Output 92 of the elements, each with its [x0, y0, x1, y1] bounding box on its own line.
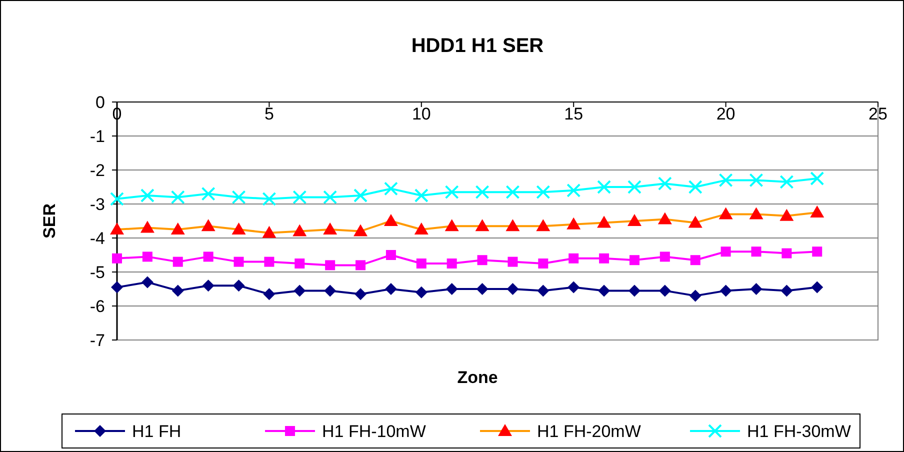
- y-tick-label: -5: [90, 262, 105, 282]
- point: [568, 253, 579, 264]
- point: [294, 284, 306, 297]
- x-tick-label: 20: [716, 104, 736, 124]
- point: [718, 173, 733, 188]
- point: [475, 185, 490, 200]
- point: [599, 253, 610, 264]
- point: [414, 188, 428, 202]
- point: [660, 252, 670, 262]
- x-tick-label: 25: [868, 104, 888, 124]
- y-tick-label: -4: [90, 228, 105, 248]
- point: [292, 190, 307, 204]
- point: [202, 280, 214, 292]
- point: [112, 253, 122, 264]
- point: [689, 290, 702, 302]
- point: [782, 248, 792, 258]
- x-tick-label: 15: [564, 104, 584, 124]
- point: [172, 256, 183, 267]
- chart-title: HDD1 H1 SER: [411, 35, 544, 57]
- point: [658, 284, 671, 297]
- point: [536, 185, 550, 200]
- point: [751, 246, 762, 257]
- legend-label: H1 FH-30mW: [747, 422, 851, 441]
- y-tick-label: -1: [90, 126, 105, 146]
- point: [508, 256, 518, 267]
- x-axis-title: Zone: [457, 368, 498, 387]
- y-tick-label: 0: [96, 92, 105, 112]
- point: [110, 192, 124, 206]
- point: [658, 176, 672, 191]
- point: [811, 281, 824, 294]
- point: [172, 284, 184, 297]
- point: [234, 256, 244, 267]
- point: [203, 252, 214, 262]
- point: [354, 288, 367, 300]
- point: [386, 250, 396, 260]
- point: [477, 255, 488, 266]
- point: [690, 255, 700, 266]
- point: [356, 260, 366, 270]
- point: [444, 185, 459, 200]
- point: [750, 283, 762, 295]
- y-tick-label: -6: [90, 296, 105, 316]
- point: [323, 190, 338, 204]
- point: [325, 260, 336, 270]
- point: [416, 258, 426, 268]
- point: [262, 192, 276, 206]
- point: [264, 256, 274, 267]
- point: [780, 174, 794, 189]
- point: [597, 180, 612, 194]
- point: [810, 172, 824, 186]
- point: [140, 188, 154, 202]
- point: [720, 284, 732, 297]
- point: [749, 173, 764, 188]
- point: [627, 180, 642, 194]
- y-tick-label: -2: [90, 160, 105, 180]
- point: [568, 281, 580, 294]
- point: [598, 284, 610, 297]
- point: [446, 258, 457, 268]
- legend-label: H1 FH-20mW: [537, 422, 641, 441]
- point: [688, 180, 702, 194]
- point: [415, 286, 428, 298]
- point: [537, 284, 550, 297]
- point: [263, 288, 276, 300]
- point: [720, 246, 731, 257]
- x-tick-label: 10: [412, 104, 431, 124]
- y-tick-label: -3: [90, 194, 105, 214]
- point: [142, 252, 152, 262]
- point: [324, 284, 336, 297]
- point: [506, 283, 519, 295]
- point: [476, 283, 488, 295]
- point: [566, 183, 581, 198]
- point: [111, 281, 123, 294]
- x-tick-label: 5: [264, 104, 274, 124]
- point: [538, 258, 548, 268]
- point: [506, 185, 520, 200]
- point: [201, 186, 216, 201]
- y-axis-title: SER: [40, 204, 59, 238]
- point: [629, 255, 640, 266]
- point: [780, 284, 793, 297]
- point: [812, 246, 822, 257]
- y-tick-label: -7: [90, 330, 105, 350]
- point: [384, 182, 398, 196]
- point: [141, 276, 154, 288]
- point: [446, 283, 458, 295]
- point: [232, 190, 246, 204]
- point: [294, 258, 305, 268]
- point: [628, 284, 640, 297]
- point: [384, 283, 397, 295]
- legend-label: H1 FH: [132, 422, 182, 441]
- point: [232, 280, 245, 292]
- point: [170, 190, 185, 204]
- legend-label: H1 FH-10mW: [322, 422, 426, 441]
- point: [354, 188, 368, 202]
